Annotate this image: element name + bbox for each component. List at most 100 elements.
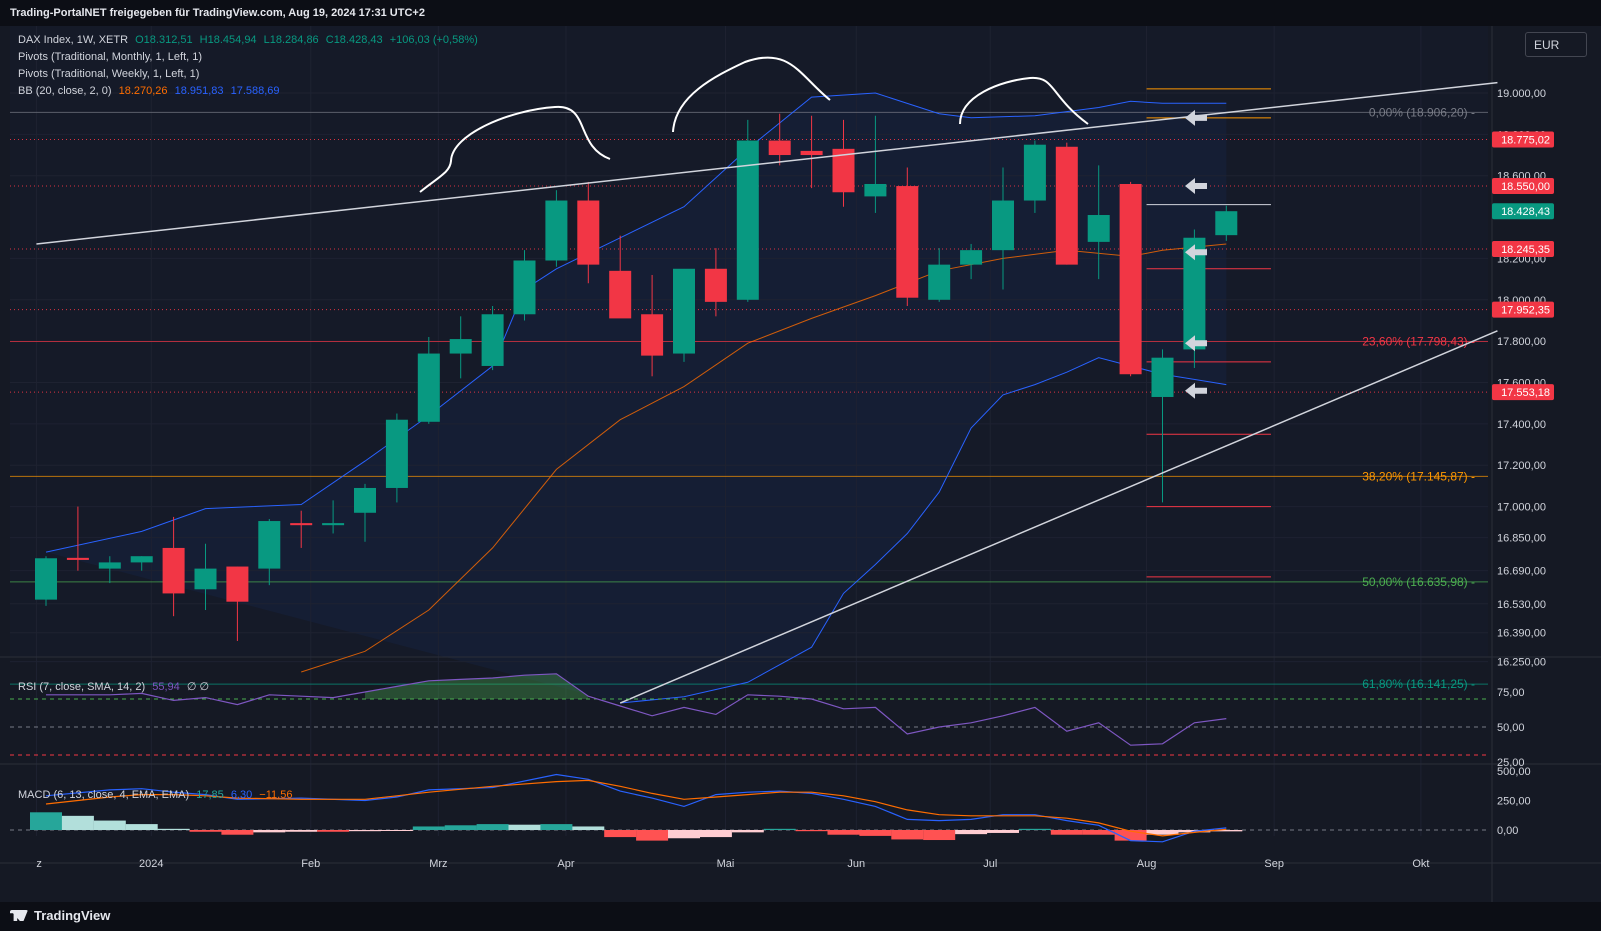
pivots-weekly-legend: Pivots (Traditional, Weekly, 1, Left, 1) — [18, 68, 200, 80]
last-price-tag — [1492, 203, 1554, 220]
candle-body — [290, 523, 313, 526]
macd-hist-bar — [763, 828, 796, 830]
left-arrow-icon — [1185, 382, 1207, 399]
time-tick-label: Apr — [557, 858, 574, 870]
candle-body — [577, 200, 600, 265]
macd-hist-bar — [636, 830, 669, 841]
macd-hist-bar — [253, 830, 286, 833]
rsi-label: RSI (7, close, SMA, 14, 2) — [18, 681, 146, 693]
macd-hist-bar — [731, 830, 764, 833]
candle-body — [609, 270, 632, 319]
trend-line — [36, 81, 1498, 245]
pivot-price-tag — [1492, 131, 1554, 148]
macd-hist-bar — [1082, 830, 1115, 835]
pivot-price-tag-label: 17.553,18 — [1501, 387, 1550, 399]
macd-hist-bar — [572, 826, 605, 830]
footer-bar — [0, 902, 1601, 931]
macd-tick-label: 0,00 — [1497, 825, 1518, 837]
share-bar: Trading-PortalNET freigegeben für Tradin… — [0, 0, 1601, 26]
bb-lower-value: 17.588,69 — [230, 85, 280, 97]
candle-body — [322, 523, 345, 526]
pivot-price-tag-label: 18.550,00 — [1501, 181, 1550, 193]
ohlc-change: +106,03 (+0,58%) — [389, 34, 478, 46]
macd-hist-bar — [380, 830, 413, 831]
candle-body — [864, 183, 887, 197]
ohlc-close: C18.428,43 — [325, 34, 383, 46]
candle-body — [1151, 357, 1174, 397]
macd-hist-bar — [157, 828, 190, 830]
symbol-label: DAX Index, 1W, XETR — [18, 34, 129, 46]
time-tick-label: Mrz — [429, 858, 447, 870]
candle-body — [1023, 144, 1046, 201]
candle-body — [928, 264, 951, 300]
candle-body — [162, 547, 185, 594]
candle-body — [258, 521, 281, 569]
rsi-legend: RSI (7, close, SMA, 14, 2) 55,94 ∅ ∅ — [18, 680, 213, 693]
candle-body — [1087, 215, 1110, 242]
macd-hist-bar — [987, 830, 1019, 833]
pivot-price-tag — [1492, 178, 1554, 195]
pivot-price-tag-label: 18.775,02 — [1501, 135, 1550, 147]
macd-hist-bar — [1018, 828, 1051, 830]
pivots-monthly-legend: Pivots (Traditional, Monthly, 1, Left, 1… — [18, 51, 203, 63]
candle-body — [481, 314, 504, 366]
macd-hist-bar — [923, 830, 956, 841]
pivot-price-tag-label: 17.952,35 — [1501, 305, 1550, 317]
macd-hist-bar — [285, 830, 318, 832]
price-tick-label: 19.000,00 — [1497, 88, 1546, 100]
candle-body — [385, 419, 408, 488]
time-tick-label: z — [36, 858, 42, 870]
candle-body — [960, 250, 983, 265]
share-text: Trading-PortalNET freigegeben für Tradin… — [10, 7, 425, 19]
rsi-tick-label: 75,00 — [1497, 687, 1525, 699]
chart-area[interactable]: 0,00% (18.906,20) - 23,60% (17.798,43) - 3… — [0, 26, 1601, 902]
time-tick-label: Jun — [847, 858, 865, 870]
time-tick-label: Mai — [717, 858, 735, 870]
fib-label: 23,60% (17.798,43) - — [1362, 334, 1475, 348]
hand-drawn-arc — [672, 56, 831, 133]
price-tick-label: 17.800,00 — [1497, 336, 1546, 348]
rsi-overbought-fill — [365, 673, 589, 699]
time-tick-label: 2024 — [139, 858, 163, 870]
time-tick-label: Feb — [301, 858, 320, 870]
symbol-legend: DAX Index, 1W, XETR O18.312,51 H18.454,9… — [18, 34, 482, 46]
candle-body — [800, 150, 823, 156]
candle-body — [768, 140, 791, 156]
time-tick-label: Sep — [1264, 858, 1284, 870]
rsi-tick-label: 25,00 — [1497, 757, 1525, 769]
tradingview-brand: TradingView — [34, 908, 111, 923]
candle-body — [832, 148, 855, 193]
left-arrow-icon — [1185, 244, 1207, 261]
ohlc-open: O18.312,51 — [135, 34, 193, 46]
trend-line — [619, 330, 1498, 704]
candle-body — [513, 260, 536, 315]
price-tick-label: 17.400,00 — [1497, 419, 1546, 431]
candle-body — [1215, 211, 1238, 236]
rsi-extra: ∅ ∅ — [186, 681, 210, 693]
macd-hist-bar — [1050, 830, 1083, 835]
candle-body — [130, 556, 153, 563]
tradingview-logo[interactable]: TradingView — [10, 908, 110, 923]
macd-signal-line — [45, 779, 1227, 837]
macd-hist-bar — [604, 830, 637, 838]
last-price-tag-label: 18.428,43 — [1501, 206, 1550, 218]
candle-body — [35, 558, 57, 600]
macd-hist-bar — [189, 830, 222, 832]
currency-selector-button[interactable]: EUR — [1525, 32, 1587, 57]
macd-hist-bar — [827, 830, 860, 835]
time-tick-label: Okt — [1412, 858, 1429, 870]
candle-body — [194, 568, 217, 590]
price-tick-label: 17.000,00 — [1497, 502, 1546, 514]
macd-signal-value: 6,30 — [230, 789, 253, 801]
price-tick-label: 16.530,00 — [1497, 599, 1546, 611]
macd-hist-bar — [1210, 830, 1243, 832]
bb-upper-line — [45, 92, 1227, 553]
fib-label: 0,00% (18.906,20) - — [1369, 105, 1475, 119]
candle-body — [641, 314, 664, 356]
macd-hist-bar — [668, 830, 700, 839]
candle-body — [98, 562, 121, 569]
left-arrow-icon — [1185, 109, 1207, 126]
bb-band-fill — [46, 93, 1227, 703]
macd-hist-bar — [30, 812, 62, 830]
price-tick-label: 16.390,00 — [1497, 628, 1546, 640]
